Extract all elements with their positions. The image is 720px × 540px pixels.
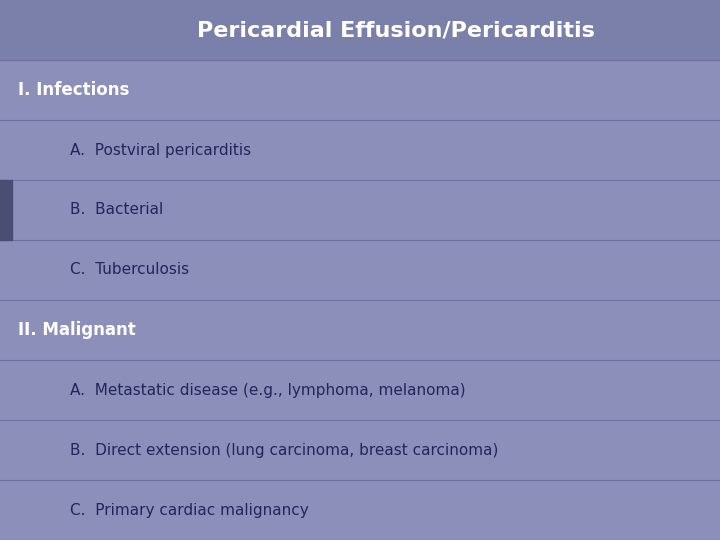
Bar bbox=[0, 0, 720, 60]
Text: A.  Postviral pericarditis: A. Postviral pericarditis bbox=[70, 143, 251, 158]
Bar bbox=[0, 180, 12, 240]
Text: B.  Direct extension (lung carcinoma, breast carcinoma): B. Direct extension (lung carcinoma, bre… bbox=[70, 442, 498, 457]
Text: C.  Primary cardiac malignancy: C. Primary cardiac malignancy bbox=[70, 503, 309, 517]
Text: C.  Tuberculosis: C. Tuberculosis bbox=[70, 262, 189, 278]
Text: II. Malignant: II. Malignant bbox=[18, 321, 136, 339]
Text: Pericardial Effusion/Pericarditis: Pericardial Effusion/Pericarditis bbox=[197, 20, 595, 40]
Text: I. Infections: I. Infections bbox=[18, 81, 130, 99]
Text: A.  Metastatic disease (e.g., lymphoma, melanoma): A. Metastatic disease (e.g., lymphoma, m… bbox=[70, 382, 466, 397]
Text: B.  Bacterial: B. Bacterial bbox=[70, 202, 163, 218]
